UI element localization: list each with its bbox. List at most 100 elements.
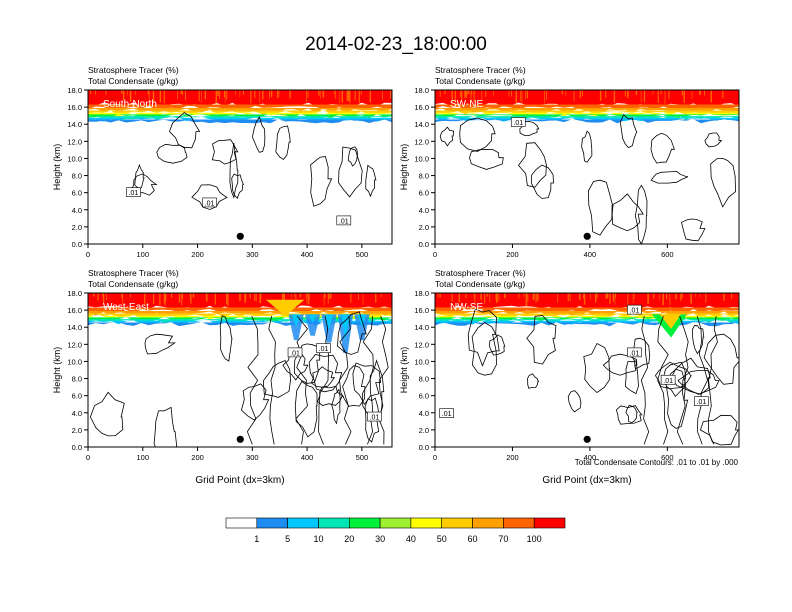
condensate-contour [134,163,145,189]
condensate-contour [169,112,201,149]
tracer-shading [435,90,739,244]
condensate-contour [654,361,692,390]
x-tick-label: 600 [661,453,674,462]
contour-label-box [367,411,382,422]
condensate-contour [640,316,650,445]
x-tick-label: 400 [301,453,314,462]
tracer-intrusion [288,314,304,341]
y-tick-label: 8.0 [72,172,82,181]
colorbar: 1 5 10 20 30 40 50 60 70 100 [225,517,566,544]
x-tick-label: 300 [246,250,259,259]
y-tick-label: 6.0 [72,392,82,401]
tracer-band [435,104,739,110]
x-tick-label: 500 [356,250,369,259]
condensate-contour [489,334,506,356]
y-tick-label: 8.0 [72,375,82,384]
x-tick-label: 0 [433,250,437,259]
colorbar-swatch [225,517,258,529]
condensate-contour [362,316,374,445]
condensate-contour [670,357,711,395]
y-tick-label: 12.0 [414,340,429,349]
condensate-contour [378,315,389,445]
colorbar-swatch [503,517,535,529]
x-tick-label: 100 [137,453,150,462]
tracer-band [88,116,392,120]
tracer-intrusion [304,314,321,336]
condensate-contour [268,316,276,445]
contour-label-box [126,187,141,197]
y-tick-label: 18.0 [414,86,429,95]
condensate-contour [342,365,366,407]
y-tick-label: 16.0 [414,103,429,112]
colorbar-swatch [379,517,412,529]
location-marker [583,232,591,240]
condensate-contour [294,380,318,438]
panel-title-condensate: Total Condensate (g/kg) [435,279,525,289]
y-tick-label: 14.0 [414,120,429,129]
contour-label: .01 [129,190,139,197]
contour-label: .01 [630,308,640,315]
contour-label: .01 [630,350,640,357]
condensate-contour [308,354,343,393]
y-tick-label: 14.0 [414,323,429,332]
x-tick-label: 600 [661,250,674,259]
panel-title-tracer: Stratosphere Tracer (%) [435,65,526,75]
y-tick-label: 6.0 [419,189,429,198]
tracer-band [435,322,739,327]
condensate-contour [275,125,291,161]
panels: 0.0 2.0 4.0 6.0 8.0 10.0 12.0 14.0 16.0 18.0 0 100 2… [52,65,740,486]
condensate-contour [587,179,614,236]
y-tick-label: 18.0 [67,289,82,298]
y-tick-label: 2.0 [419,223,429,232]
condensate-contour [469,149,504,170]
plot-frame [434,292,740,448]
x-tick-label: 300 [246,453,259,462]
condensate-contour [517,142,548,188]
panel-label: South-North [103,99,157,110]
x-tick-label: 0 [86,250,90,259]
condensate-contour [467,308,497,367]
y-tick-label: 0.0 [419,443,429,452]
x-tick-label: 500 [356,453,369,462]
condensate-contour [459,117,496,152]
condensate-contour [153,406,178,447]
panel-label: NW-SE [450,302,483,313]
y-tick-label: 12.0 [67,137,82,146]
x-tick-label: 400 [301,250,314,259]
condensate-contour [696,315,708,445]
tracer-band [435,112,739,117]
contour-label-box [202,197,217,208]
y-tick-label: 18.0 [67,86,82,95]
condensate-contour [310,366,336,388]
y-tick-label: 2.0 [72,223,82,232]
condensate-contour [704,132,723,148]
contour-label: .01 [513,120,523,127]
contour-label-box [627,304,642,315]
condensate-contour [657,315,669,445]
colorbar-swatch [287,517,319,529]
y-axis-label: Height (km) [399,144,409,191]
y-tick-label: 6.0 [419,392,429,401]
y-tick-label: 14.0 [67,120,82,129]
condensate-contour [625,404,638,424]
contour-label-box [336,215,352,226]
condensate-contour [699,414,739,446]
x-tick-label: 400 [584,250,597,259]
condensate-contour [634,184,648,244]
condensate-contour [619,114,638,149]
plot-frame [434,89,740,245]
y-tick-label: 4.0 [72,409,82,418]
condensate-contour [338,146,363,198]
condensate-contour [527,373,540,389]
condensate-contour [229,143,239,199]
y-tick-label: 10.0 [414,154,429,163]
y-tick-label: 6.0 [72,189,82,198]
condensate-contour [611,193,644,232]
y-tick-label: 14.0 [67,323,82,332]
y-tick-label: 4.0 [419,206,429,215]
location-marker [236,232,244,240]
x-tick-label: 200 [506,250,519,259]
contour-footnote: Total Condensate Contours: .01 to .01 by… [575,458,739,467]
tracer-intrusion [266,299,305,317]
